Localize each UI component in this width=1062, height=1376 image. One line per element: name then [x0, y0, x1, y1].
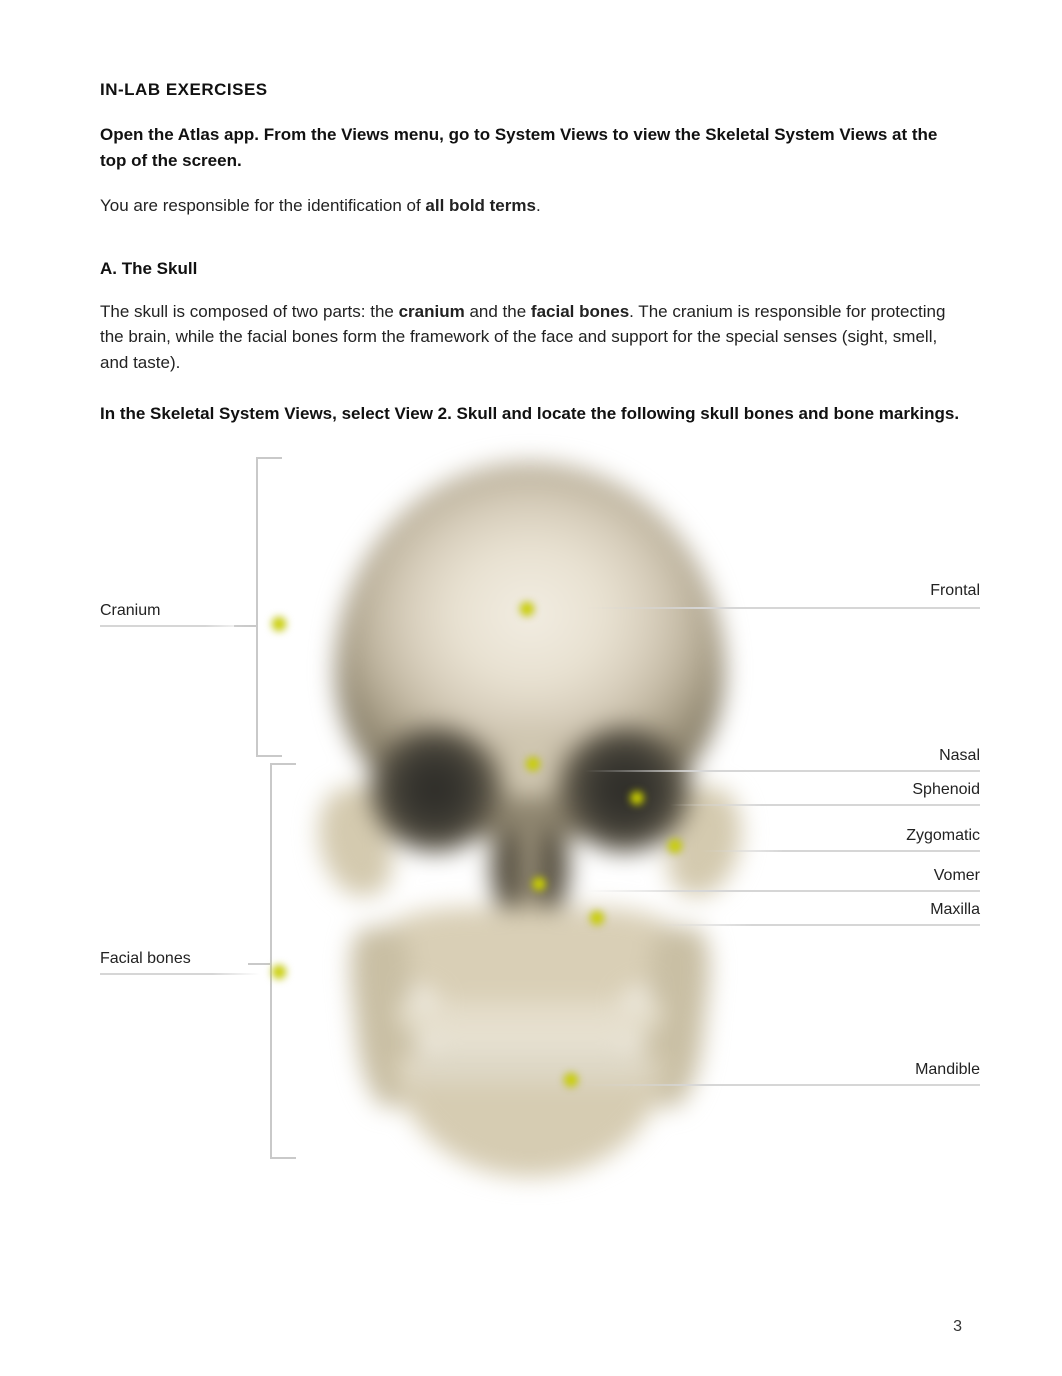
marker-dot [532, 877, 546, 891]
rule-mandible [585, 1084, 980, 1086]
text-responsible-post: . [536, 196, 541, 215]
instruction-view2: In the Skeletal System Views, select Vie… [100, 401, 962, 427]
bracket-facial [270, 763, 272, 1159]
text-responsible-bold: all bold terms [425, 196, 536, 215]
label-frontal: Frontal [930, 582, 980, 600]
instruction-open-atlas: Open the Atlas app. From the Views menu,… [100, 122, 962, 173]
text-responsible-pre: You are responsible for the identificati… [100, 196, 425, 215]
page-number: 3 [953, 1318, 962, 1336]
marker-dot [630, 791, 644, 805]
marker-dot [564, 1073, 578, 1087]
rule-maxilla [655, 924, 980, 926]
rule-cranium [100, 625, 250, 627]
label-cranium: Cranium [100, 602, 160, 620]
bracket-cranium [256, 457, 258, 757]
rule-vomer [585, 890, 980, 892]
marker-dot [668, 839, 682, 853]
label-nasal: Nasal [939, 747, 980, 765]
label-sphenoid: Sphenoid [912, 781, 980, 799]
instruction-responsible: You are responsible for the identificati… [100, 193, 962, 219]
heading-inlab: IN-LAB EXERCISES [100, 80, 962, 100]
marker-dot [272, 617, 286, 631]
rule-frontal [585, 607, 980, 609]
label-zygomatic: Zygomatic [906, 827, 980, 845]
marker-dot [272, 965, 286, 979]
skull-b1: cranium [399, 302, 465, 321]
rule-zygomatic [700, 850, 980, 852]
marker-dot [590, 911, 604, 925]
document-page: IN-LAB EXERCISES Open the Atlas app. Fro… [0, 0, 1062, 1227]
skull-p1: The skull is composed of two parts: the [100, 302, 399, 321]
label-mandible: Mandible [915, 1061, 980, 1079]
skull-diagram: Cranium Facial bones Frontal Nasal Sphen… [100, 447, 980, 1187]
paragraph-skull: The skull is composed of two parts: the … [100, 299, 962, 376]
rule-nasal [585, 770, 980, 772]
marker-dot [520, 602, 534, 616]
heading-section-a: A. The Skull [100, 259, 962, 279]
rule-sphenoid [670, 804, 980, 806]
skull-p2: and the [465, 302, 531, 321]
marker-dot [526, 757, 540, 771]
skull-illustration [300, 447, 760, 1187]
label-vomer: Vomer [934, 867, 980, 885]
label-facial-bones: Facial bones [100, 950, 191, 968]
rule-facial [100, 973, 260, 975]
skull-b2: facial bones [531, 302, 629, 321]
label-maxilla: Maxilla [930, 901, 980, 919]
